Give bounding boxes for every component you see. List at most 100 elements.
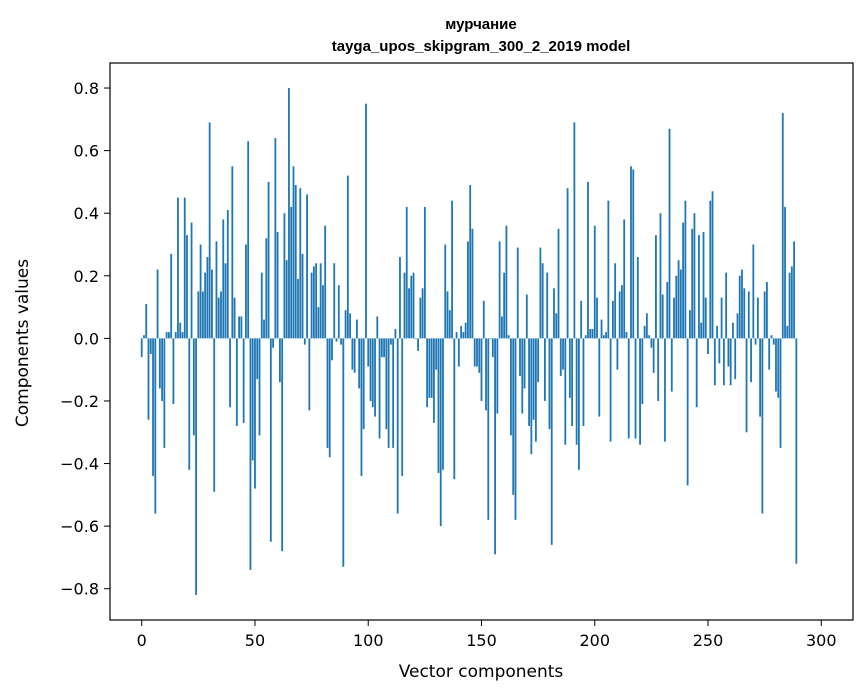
bar	[292, 166, 295, 339]
bar	[566, 188, 569, 339]
bar	[147, 338, 150, 420]
bar	[156, 269, 159, 339]
bar	[553, 288, 555, 339]
y-tick-label: 0.4	[74, 204, 99, 223]
bar	[290, 206, 293, 339]
bar	[455, 332, 458, 339]
bar	[149, 338, 152, 355]
y-tick-label: 0.0	[74, 329, 99, 348]
bar	[716, 325, 718, 339]
bar	[158, 338, 161, 389]
bar	[675, 275, 678, 339]
bar	[385, 338, 388, 430]
bar	[274, 138, 277, 339]
bar	[310, 272, 313, 339]
bar	[439, 338, 442, 527]
bar	[145, 303, 148, 339]
bar	[718, 338, 721, 364]
bar	[215, 241, 218, 339]
bar	[621, 285, 623, 339]
x-tick-label: 200	[579, 631, 610, 650]
bar	[702, 231, 705, 339]
bar	[426, 338, 429, 408]
bar	[516, 247, 519, 339]
bar	[491, 338, 494, 358]
bar	[525, 294, 528, 339]
bar	[664, 338, 666, 442]
bar	[344, 310, 347, 339]
bar	[394, 328, 397, 339]
bar	[775, 338, 777, 392]
y-axis: −0.8 −0.6 −0.4 −0.2 0.0 0.2 0.4 0.6 0.8	[60, 79, 110, 599]
bar	[684, 200, 687, 339]
bar	[460, 325, 463, 339]
bar	[278, 338, 281, 383]
bar	[650, 338, 653, 348]
bar	[446, 291, 449, 339]
bar	[258, 338, 261, 436]
bar	[408, 288, 410, 339]
bar	[587, 181, 589, 339]
bar	[224, 263, 227, 339]
bar	[514, 338, 517, 520]
bar	[201, 291, 204, 339]
bar	[217, 297, 220, 339]
bar	[233, 297, 236, 339]
bar	[324, 225, 327, 339]
bar	[360, 338, 363, 477]
bar	[371, 338, 374, 408]
bar	[265, 238, 268, 339]
bar	[204, 272, 207, 339]
y-tick-label: 0.6	[74, 142, 99, 161]
bar	[580, 300, 583, 339]
bar	[392, 338, 395, 448]
bar	[532, 338, 535, 420]
bar	[399, 257, 401, 339]
bar	[358, 338, 361, 389]
bar	[288, 88, 290, 339]
bar	[312, 266, 315, 339]
bar	[729, 338, 732, 386]
bar	[756, 297, 759, 339]
bar	[421, 288, 424, 339]
bar	[598, 338, 601, 417]
bar	[523, 338, 526, 389]
bar	[340, 338, 342, 345]
bar	[645, 313, 648, 339]
bar	[698, 235, 700, 339]
bar	[222, 219, 225, 339]
bar	[614, 263, 617, 339]
bar	[190, 222, 193, 339]
bar	[625, 332, 628, 339]
bar	[369, 338, 372, 401]
bar	[183, 197, 186, 339]
bar	[777, 338, 780, 398]
bar	[143, 335, 145, 339]
bar	[245, 244, 247, 339]
bar	[630, 166, 632, 339]
bar	[770, 335, 773, 339]
bar	[428, 338, 431, 398]
bar	[240, 316, 243, 339]
bar	[192, 338, 195, 436]
bar	[707, 338, 709, 355]
x-axis-label: Vector components	[399, 662, 564, 682]
bar	[596, 297, 598, 339]
bar	[691, 228, 694, 339]
bar	[546, 272, 549, 339]
bar	[741, 269, 743, 339]
bar	[539, 247, 542, 339]
bar	[337, 285, 340, 339]
bar	[659, 213, 662, 339]
bar	[448, 310, 451, 339]
bar	[199, 244, 202, 339]
x-tick-label: 150	[466, 631, 497, 650]
bar	[528, 338, 530, 426]
bar	[686, 338, 689, 486]
bar	[376, 316, 379, 339]
bar	[251, 338, 254, 461]
bar	[750, 338, 752, 383]
bar	[632, 169, 635, 339]
bar	[405, 206, 408, 339]
bar	[154, 338, 157, 514]
